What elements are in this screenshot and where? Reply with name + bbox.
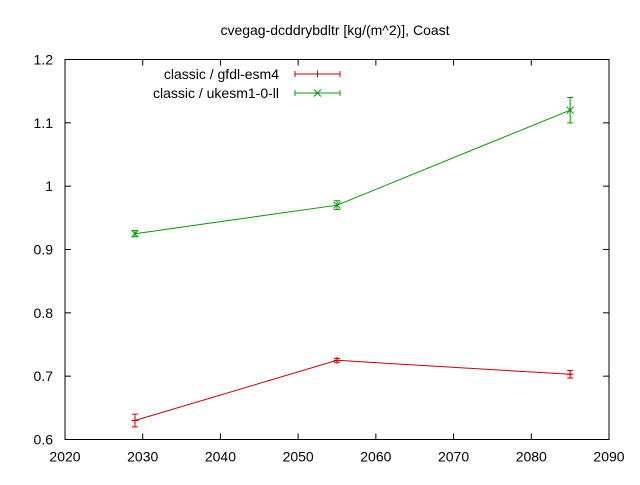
y-tick-label: 1 <box>45 178 53 194</box>
series-line <box>134 359 571 421</box>
data-point <box>566 106 574 115</box>
legend-sample <box>294 70 341 78</box>
series-line <box>134 109 571 235</box>
legend-label: classic / gfdl-esm4 <box>164 66 279 82</box>
series-layer <box>131 97 574 428</box>
legend-sample <box>294 89 341 97</box>
x-tick-label: 2070 <box>438 449 469 465</box>
data-point <box>131 229 139 238</box>
y-tick-label: 1.2 <box>34 52 54 68</box>
y-tick-label: 0.9 <box>34 242 54 258</box>
legend-label: classic / ukesm1-0-ll <box>153 85 279 101</box>
y-tick-label: 0.6 <box>34 432 54 448</box>
x-tick-label: 2050 <box>283 449 314 465</box>
series-2 <box>131 97 574 238</box>
x-tick-label: 2090 <box>593 449 624 465</box>
plot-frame <box>64 59 610 440</box>
x-tick-label: 2020 <box>49 449 80 465</box>
x-tick-label: 2040 <box>205 449 236 465</box>
legend: classic / gfdl-esm4 classic / ukesm1-0-ll <box>153 66 341 101</box>
x-tick-label: 2060 <box>360 449 391 465</box>
axes: 2020 2030 2040 2050 2060 2070 2080 2090 0.6 0.7 0.… <box>34 52 625 465</box>
y-tick-label: 1.1 <box>34 115 54 131</box>
legend-marker <box>313 89 322 97</box>
chart-title: cvegag-dcddrybdltr [kg/(m^2)], Coast <box>220 22 449 38</box>
x-tick-label: 2030 <box>127 449 158 465</box>
y-tick-label: 0.7 <box>34 368 54 384</box>
series-1 <box>131 356 574 428</box>
data-point <box>333 201 341 210</box>
y-tick-label: 0.8 <box>34 305 54 321</box>
x-tick-label: 2080 <box>516 449 547 465</box>
